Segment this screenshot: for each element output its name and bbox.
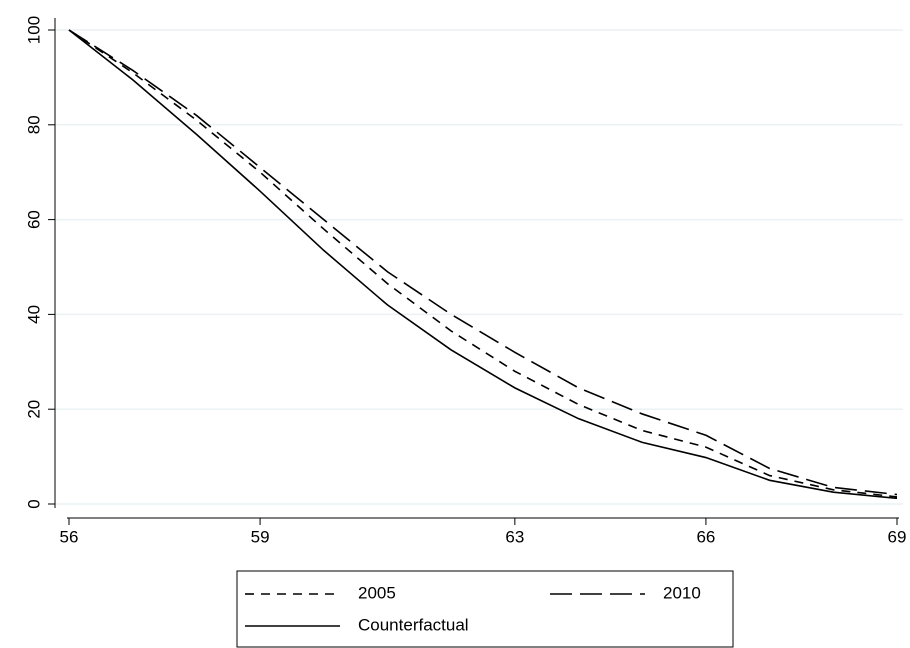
series-line bbox=[68, 29, 898, 498]
legend-label: Counterfactual bbox=[358, 615, 469, 634]
legend-label: 2005 bbox=[358, 583, 396, 602]
y-tick-label: 100 bbox=[24, 16, 43, 44]
x-tick-label: 66 bbox=[696, 527, 715, 546]
x-tick-label: 63 bbox=[505, 527, 524, 546]
x-tick-label: 56 bbox=[60, 527, 79, 546]
y-tick-label: 80 bbox=[24, 115, 43, 134]
x-tick-label: 59 bbox=[251, 527, 270, 546]
y-tick-label: 20 bbox=[24, 400, 43, 419]
series-line bbox=[68, 29, 898, 500]
x-tick-label: 69 bbox=[888, 527, 907, 546]
legend-box bbox=[236, 570, 734, 648]
series-line bbox=[68, 29, 898, 496]
y-tick-label: 60 bbox=[24, 210, 43, 229]
y-tick-label: 40 bbox=[24, 305, 43, 324]
y-tick-label: 0 bbox=[24, 499, 43, 508]
legend-label: 2010 bbox=[663, 583, 701, 602]
